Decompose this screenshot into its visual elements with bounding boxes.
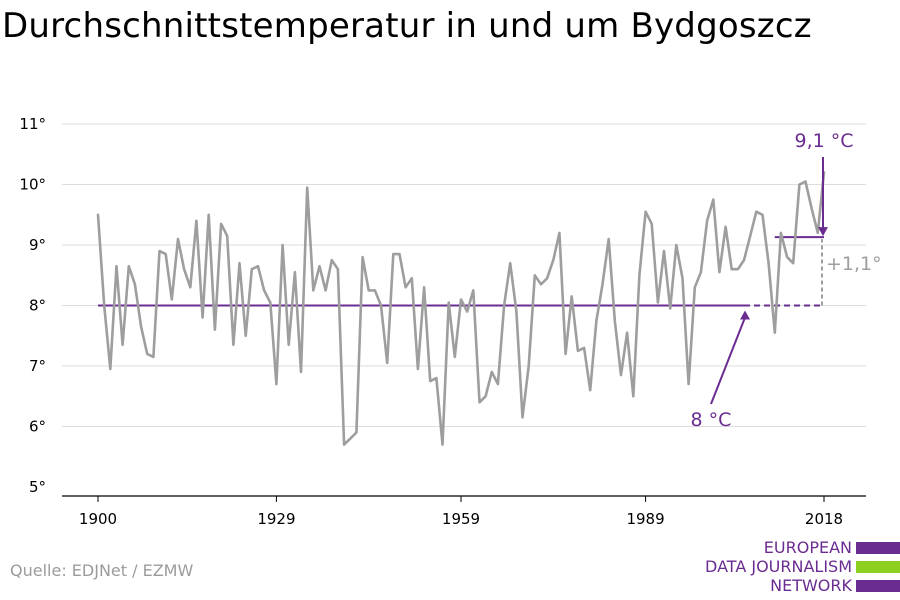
baseline-arrow-shaft [710, 317, 746, 405]
y-tick-label: 10° [19, 176, 46, 194]
baseline-average-label: 8 °C [691, 409, 732, 431]
recent-average-label: 9,1 °C [794, 130, 853, 152]
x-tick-label: 1959 [442, 510, 480, 528]
x-tick-label: 1900 [79, 510, 117, 528]
logo-bar-purple-top [856, 542, 900, 554]
logo-bar-green [856, 561, 900, 573]
annotations: 9,1 °C 8 °C +1,1° [691, 130, 882, 431]
y-tick-label: 9° [29, 236, 46, 254]
logo-bar-purple-bottom [856, 580, 900, 592]
chart-title: Durchschnittstemperatur in und um Bydgos… [2, 6, 812, 46]
difference-label: +1,1° [826, 253, 882, 275]
recent-arrow-head [818, 227, 828, 237]
x-tick-label: 1929 [257, 510, 295, 528]
source-note: Quelle: EDJNet / EZMW [10, 561, 194, 580]
logo-line-2: DATA JOURNALISM [705, 557, 852, 576]
x-tick-label: 2018 [805, 510, 843, 528]
y-tick-label: 11° [19, 115, 46, 133]
temperature-series-line [96, 171, 826, 446]
grid-lines [62, 123, 866, 427]
series-layer [96, 171, 826, 446]
y-tick-label: 6° [29, 418, 46, 436]
axes: 5° 6° 7° 8° 9° 10° 11° 1900 1929 1959 1989 2018 [19, 115, 866, 528]
logo-line-3: NETWORK [770, 576, 852, 595]
y-tick-label: 8° [29, 297, 46, 315]
edjnet-logo: EUROPEAN DATA JOURNALISM NETWORK [700, 538, 900, 598]
baseline-arrow-head [740, 310, 751, 320]
y-tick-label: 7° [29, 357, 46, 375]
logo-line-1: EUROPEAN [763, 538, 852, 557]
y-tick-label: 5° [29, 478, 46, 496]
x-tick-label: 1989 [626, 510, 664, 528]
